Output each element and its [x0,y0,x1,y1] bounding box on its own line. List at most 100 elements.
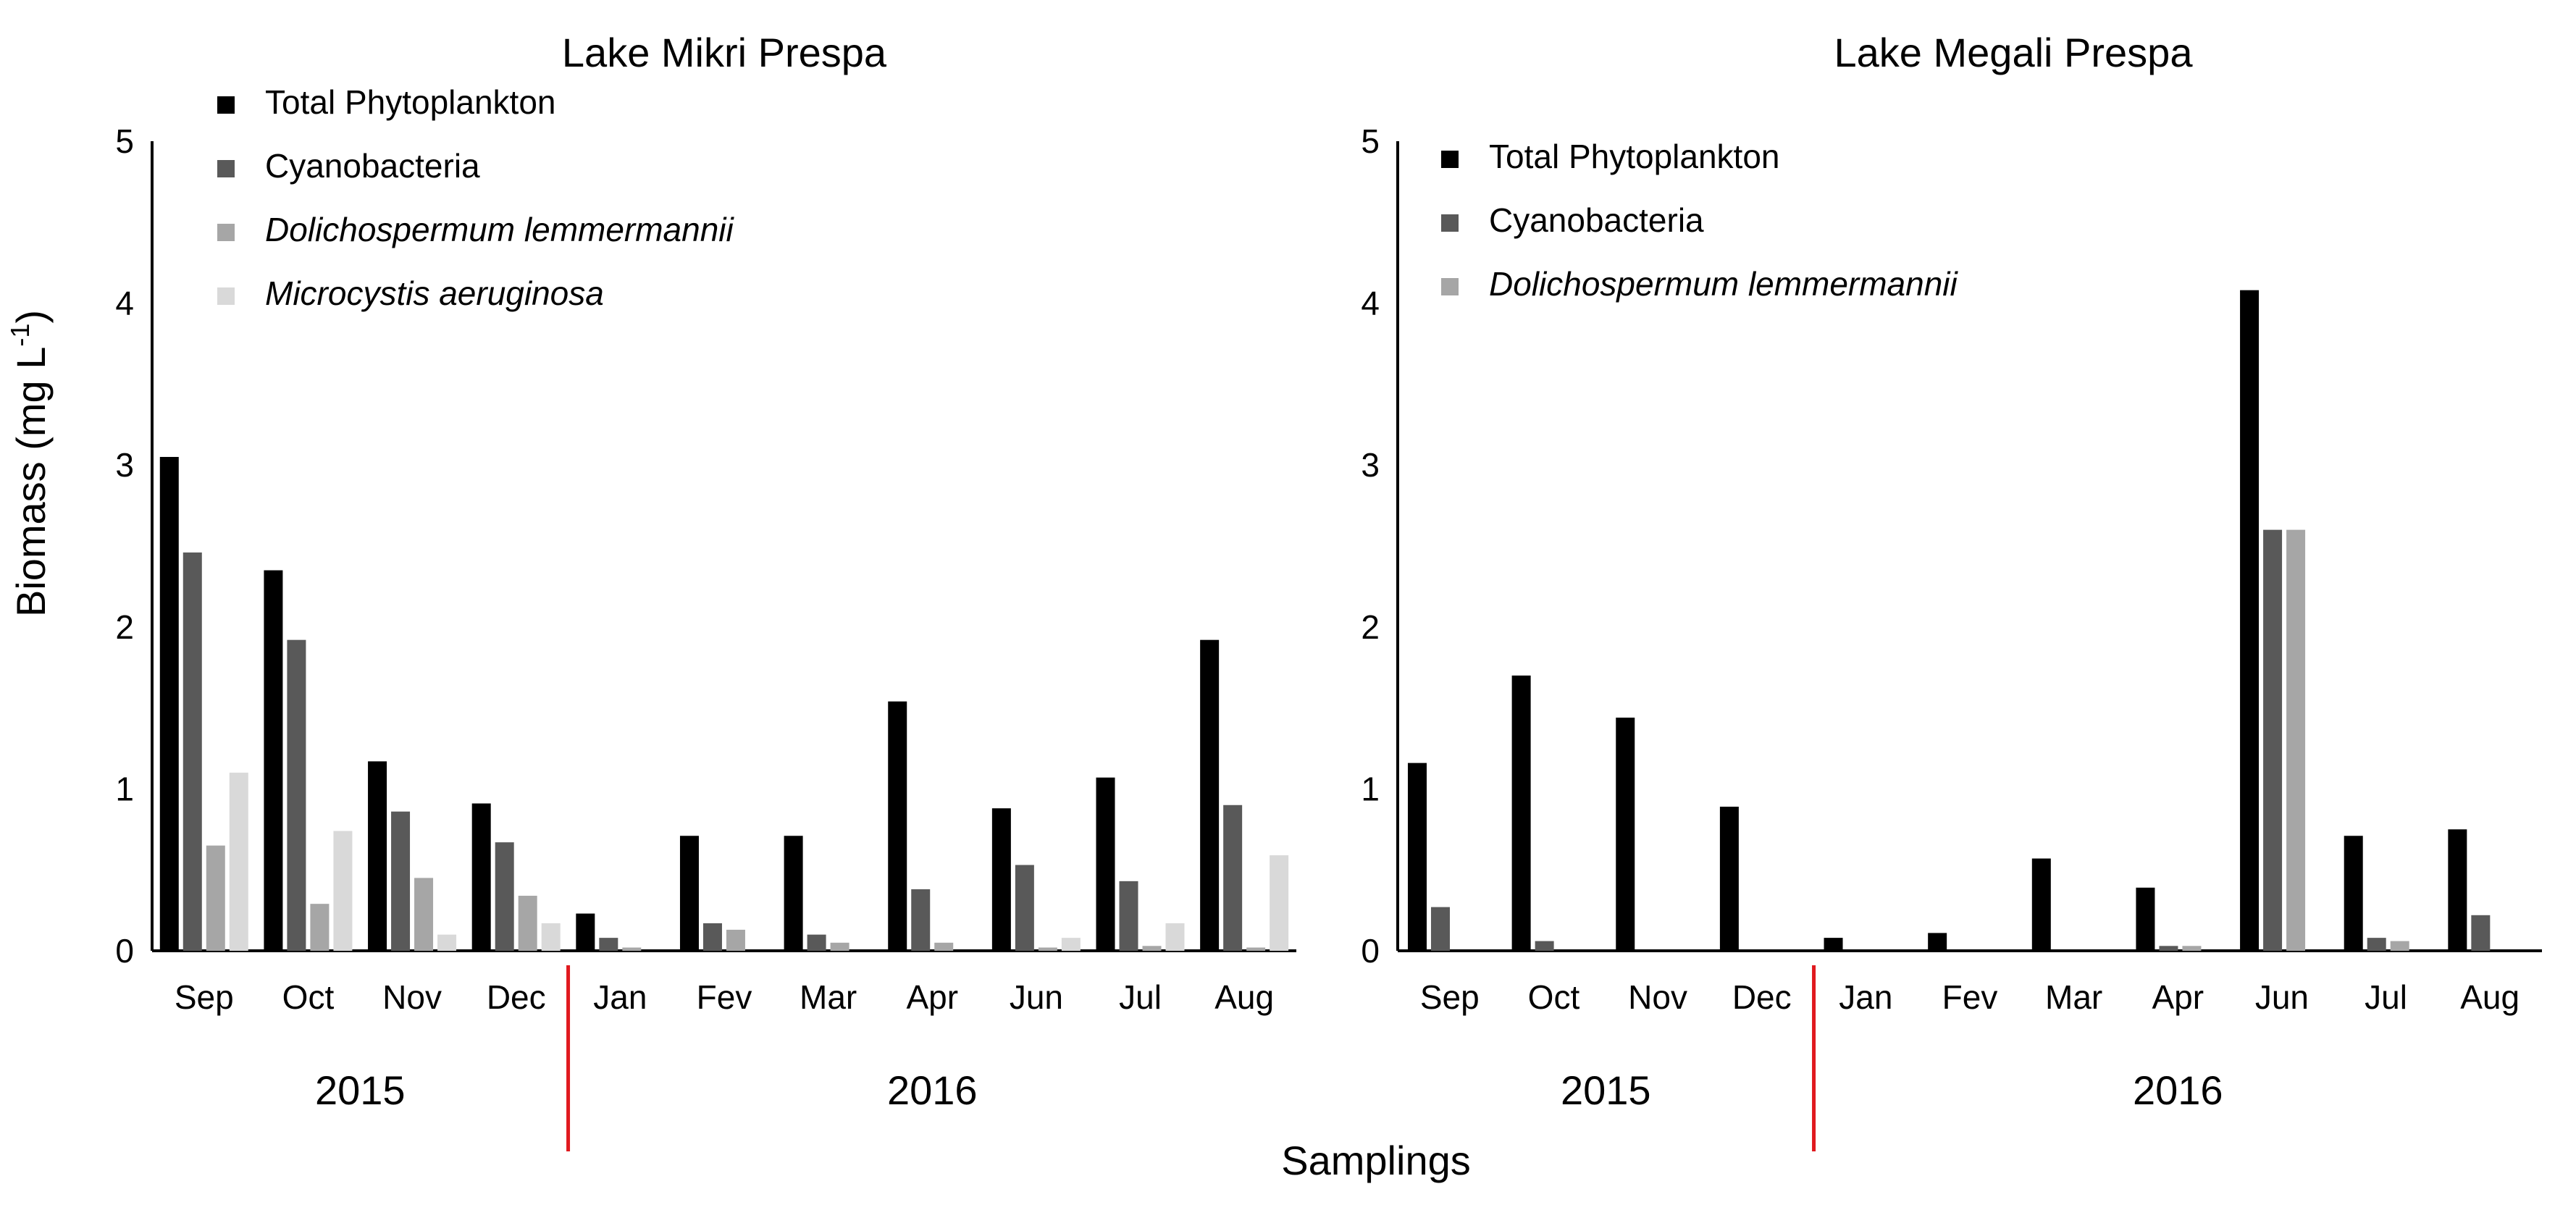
x-tick-label: Fev [697,978,752,1016]
y-tick-label: 1 [115,770,134,807]
x-tick-label: Jan [593,978,647,1016]
bar-dec-total-phytoplankton [1719,806,1739,951]
bar-apr-total-phytoplankton [2136,887,2155,951]
bar-nov-total-phytoplankton [368,761,387,951]
bar-jun-total-phytoplankton [991,808,1011,951]
legend-swatch [217,160,235,177]
legend-swatch [1441,151,1459,168]
bar-nov-total-phytoplankton [1616,718,1635,951]
bar-jun-cyanobacteria [2263,529,2283,951]
bar-jul-dolichospermum-lemmermannii [2390,941,2409,951]
bar-sep-dolichospermum-lemmermannii [206,845,225,951]
bar-nov-cyanobacteria [391,811,411,951]
x-tick-label: Dec [487,978,546,1016]
x-tick-label: Jun [1010,978,1063,1016]
panel-1-title: Lake Mikri Prespa [562,30,887,75]
x-tick-label: Dec [1732,978,1792,1016]
x-tick-label: Jun [2255,978,2309,1016]
legend-swatch [1441,278,1459,295]
legend-label: Total Phytoplankton [265,83,556,121]
x-tick-label: Jan [1839,978,1892,1016]
bar-jul-microcystis-aeruginosa [1165,923,1185,951]
bar-jul-dolichospermum-lemmermannii [1142,946,1162,951]
y-axis-label: Biomass (mg L-1) [5,310,54,617]
bar-oct-total-phytoplankton [1511,675,1531,951]
bar-aug-dolichospermum-lemmermannii [1246,947,1266,951]
x-tick-label: Jul [1119,978,1162,1016]
bar-apr-total-phytoplankton [888,701,907,951]
x-tick-label: Aug [2460,978,2520,1016]
legend-swatch [217,224,235,241]
bar-aug-total-phytoplankton [1200,639,1220,951]
y-tick-label: 4 [115,285,134,322]
x-axis-label: Samplings [1281,1138,1470,1183]
x-tick-label: Sep [1420,978,1480,1016]
panel-1: Lake Mikri Prespa 0 1 2 3 4 5 Sep Oct Nov Dec Jan Fe… [115,30,1296,1151]
bar-aug-cyanobacteria [1223,805,1243,951]
bar-jan-dolichospermum-lemmermannii [622,947,642,951]
bar-jan-total-phytoplankton [1824,938,1843,951]
y-tick-label: 2 [115,608,134,646]
year-label: 2016 [887,1067,978,1113]
x-tick-label: Apr [2152,978,2204,1016]
y-tick-label: 5 [1361,122,1380,160]
y-tick-label: 2 [1361,608,1380,646]
bar-aug-microcystis-aeruginosa [1270,855,1289,951]
legend-label: Total Phytoplankton [1489,138,1780,175]
bar-jul-cyanobacteria [1119,881,1138,951]
legend-swatch [1441,214,1459,232]
bar-jul-cyanobacteria [2367,938,2386,951]
y-tick-label: 3 [1361,446,1380,484]
y-tick-label: 0 [115,932,134,970]
y-tick-label: 5 [115,122,134,160]
bar-oct-cyanobacteria [287,639,306,951]
legend-swatch [217,96,235,114]
bar-jun-microcystis-aeruginosa [1061,938,1081,951]
bar-jul-total-phytoplankton [1096,777,1115,951]
bar-sep-cyanobacteria [1430,907,1450,951]
bar-fev-total-phytoplankton [1928,933,1947,951]
x-tick-label: Apr [906,978,958,1016]
bar-nov-microcystis-aeruginosa [437,934,457,951]
legend-swatch [217,287,235,305]
year-label: 2015 [315,1067,406,1113]
bar-sep-cyanobacteria [182,552,202,951]
y-tick-label: 4 [1361,285,1380,322]
bar-sep-microcystis-aeruginosa [229,773,248,951]
bar-oct-total-phytoplankton [264,570,283,951]
bar-aug-total-phytoplankton [2448,829,2467,951]
bar-sep-total-phytoplankton [1407,763,1427,951]
bar-mar-total-phytoplankton [784,836,803,951]
bar-dec-total-phytoplankton [471,803,491,951]
x-tick-label: Nov [1628,978,1687,1016]
bar-oct-cyanobacteria [1535,941,1554,951]
bar-jun-dolichospermum-lemmermannii [1038,947,1057,951]
bar-fev-dolichospermum-lemmermannii [726,929,745,951]
bar-mar-total-phytoplankton [2031,858,2051,951]
x-tick-label: Oct [282,978,335,1016]
x-tick-label: Mar [800,978,857,1016]
panel-2-title: Lake Megali Prespa [1834,30,2194,75]
y-tick-label: 3 [115,446,134,484]
legend-label: Cyanobacteria [265,147,480,185]
year-label: 2016 [2133,1067,2223,1113]
panel-2: Lake Megali Prespa 0 1 2 3 4 5 Sep Oct Nov Dec Jan F… [1361,30,2542,1151]
year-label: 2015 [1561,1067,1651,1113]
bar-jun-total-phytoplankton [2240,290,2260,951]
bar-jan-total-phytoplankton [576,913,595,951]
x-tick-label: Fev [1942,978,1998,1016]
x-tick-label: Oct [1528,978,1580,1016]
bar-aug-cyanobacteria [2471,915,2491,951]
bar-fev-total-phytoplankton [679,836,699,951]
bar-oct-dolichospermum-lemmermannii [310,904,330,951]
bar-sep-total-phytoplankton [159,457,179,951]
x-tick-label: Aug [1214,978,1274,1016]
bar-jun-dolichospermum-lemmermannii [2286,529,2306,951]
bar-mar-dolichospermum-lemmermannii [830,942,849,951]
bar-dec-cyanobacteria [495,842,514,951]
y-tick-label: 1 [1361,770,1380,807]
bar-jul-total-phytoplankton [2344,836,2363,951]
x-tick-label: Mar [2045,978,2102,1016]
